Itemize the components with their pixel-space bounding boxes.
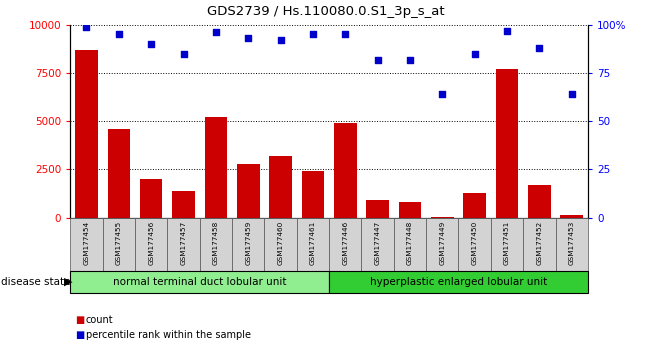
Bar bbox=[232, 218, 264, 271]
Bar bbox=[140, 179, 163, 218]
Bar bbox=[528, 185, 551, 218]
Bar bbox=[334, 123, 357, 218]
Text: GSM177455: GSM177455 bbox=[116, 220, 122, 265]
Point bbox=[534, 45, 544, 51]
Bar bbox=[398, 202, 421, 218]
Bar bbox=[70, 271, 329, 293]
Point bbox=[211, 30, 221, 35]
Text: ▶: ▶ bbox=[64, 277, 72, 287]
Point bbox=[405, 57, 415, 62]
Text: GSM177448: GSM177448 bbox=[407, 220, 413, 265]
Text: GSM177451: GSM177451 bbox=[504, 220, 510, 265]
Point bbox=[469, 51, 480, 57]
Text: ■: ■ bbox=[75, 330, 84, 339]
Point bbox=[340, 32, 350, 37]
Text: GSM177452: GSM177452 bbox=[536, 220, 542, 265]
Bar bbox=[561, 215, 583, 218]
Bar bbox=[426, 218, 458, 271]
Text: normal terminal duct lobular unit: normal terminal duct lobular unit bbox=[113, 277, 286, 287]
Text: GSM177454: GSM177454 bbox=[83, 220, 89, 265]
Point bbox=[308, 32, 318, 37]
Text: GSM177450: GSM177450 bbox=[471, 220, 478, 265]
Bar bbox=[167, 218, 200, 271]
Bar bbox=[70, 218, 103, 271]
Text: GSM177446: GSM177446 bbox=[342, 220, 348, 265]
Text: GSM177449: GSM177449 bbox=[439, 220, 445, 265]
Bar bbox=[361, 218, 394, 271]
Point bbox=[502, 28, 512, 33]
Bar bbox=[270, 156, 292, 218]
Text: GSM177447: GSM177447 bbox=[374, 220, 381, 265]
Point bbox=[243, 35, 253, 41]
Bar bbox=[464, 193, 486, 218]
Bar bbox=[329, 271, 588, 293]
Point bbox=[566, 91, 577, 97]
Text: percentile rank within the sample: percentile rank within the sample bbox=[86, 330, 251, 339]
Text: ■: ■ bbox=[75, 315, 84, 325]
Bar bbox=[491, 218, 523, 271]
Point bbox=[81, 24, 92, 29]
Point bbox=[372, 57, 383, 62]
Text: GSM177456: GSM177456 bbox=[148, 220, 154, 265]
Text: GSM177457: GSM177457 bbox=[180, 220, 187, 265]
Bar bbox=[458, 218, 491, 271]
Text: GSM177460: GSM177460 bbox=[277, 220, 284, 265]
Bar bbox=[200, 218, 232, 271]
Point bbox=[114, 32, 124, 37]
Bar bbox=[523, 218, 555, 271]
Text: disease state: disease state bbox=[1, 277, 74, 287]
Bar bbox=[367, 200, 389, 218]
Bar bbox=[264, 218, 297, 271]
Bar bbox=[75, 50, 98, 218]
Bar bbox=[495, 69, 518, 218]
Text: count: count bbox=[86, 315, 113, 325]
Bar bbox=[301, 171, 324, 218]
Bar bbox=[103, 218, 135, 271]
Bar bbox=[173, 191, 195, 218]
Bar bbox=[555, 218, 588, 271]
Text: GDS2739 / Hs.110080.0.S1_3p_s_at: GDS2739 / Hs.110080.0.S1_3p_s_at bbox=[206, 5, 445, 18]
Bar bbox=[431, 217, 454, 218]
Bar bbox=[394, 218, 426, 271]
Bar bbox=[237, 164, 260, 218]
Bar bbox=[204, 118, 227, 218]
Point bbox=[178, 51, 189, 57]
Text: hyperplastic enlarged lobular unit: hyperplastic enlarged lobular unit bbox=[370, 277, 547, 287]
Point bbox=[146, 41, 156, 47]
Bar bbox=[329, 218, 361, 271]
Bar bbox=[297, 218, 329, 271]
Text: GSM177461: GSM177461 bbox=[310, 220, 316, 265]
Point bbox=[437, 91, 447, 97]
Bar bbox=[107, 129, 130, 218]
Text: GSM177453: GSM177453 bbox=[569, 220, 575, 265]
Bar bbox=[135, 218, 167, 271]
Point bbox=[275, 38, 286, 43]
Text: GSM177459: GSM177459 bbox=[245, 220, 251, 265]
Text: GSM177458: GSM177458 bbox=[213, 220, 219, 265]
